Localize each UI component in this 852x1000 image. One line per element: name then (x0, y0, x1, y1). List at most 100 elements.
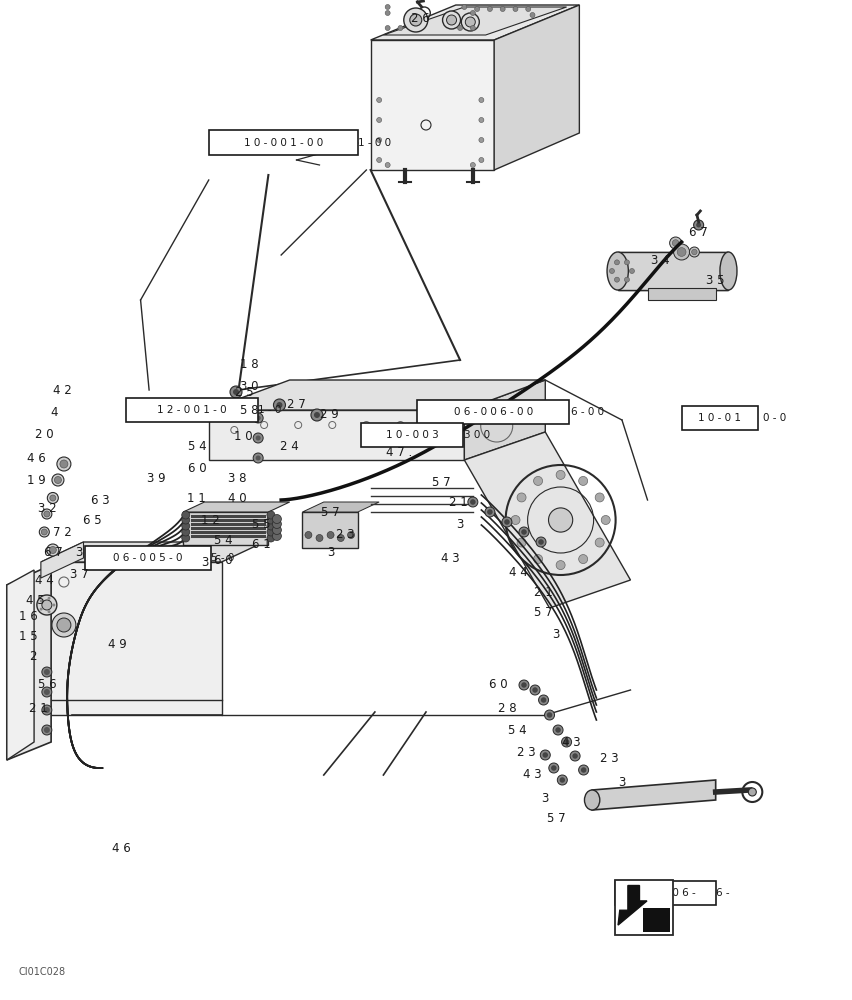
Text: 5 4: 5 4 (188, 440, 207, 454)
Circle shape (470, 10, 475, 15)
Polygon shape (618, 252, 728, 290)
Polygon shape (383, 7, 567, 35)
Circle shape (181, 516, 190, 524)
Circle shape (517, 493, 526, 502)
Text: 1 2 - 0 0 1 - 0: 1 2 - 0 0 1 - 0 (158, 405, 227, 415)
Circle shape (398, 25, 403, 30)
Text: 5 - 0: 5 - 0 (211, 553, 234, 563)
Text: 3 7: 3 7 (70, 568, 89, 582)
Text: 4 9: 4 9 (108, 639, 127, 652)
Circle shape (57, 618, 71, 632)
Circle shape (311, 409, 323, 421)
Bar (615, 881, 716, 905)
Circle shape (549, 508, 573, 532)
Circle shape (465, 17, 475, 27)
Circle shape (670, 237, 682, 249)
Text: 2 3: 2 3 (517, 746, 536, 758)
Circle shape (502, 517, 512, 527)
Circle shape (694, 220, 704, 230)
Text: 2 8: 2 8 (498, 702, 516, 714)
Ellipse shape (584, 790, 600, 810)
Circle shape (500, 6, 505, 11)
Circle shape (556, 470, 565, 479)
Circle shape (181, 522, 190, 530)
Circle shape (596, 493, 604, 502)
Text: 6 7: 6 7 (44, 546, 63, 558)
Text: 4: 4 (50, 406, 57, 418)
Polygon shape (592, 780, 716, 810)
Text: CI01C028: CI01C028 (19, 967, 66, 977)
Text: 3: 3 (457, 518, 463, 532)
Circle shape (479, 98, 484, 103)
Text: 1 0 - 0 1: 1 0 - 0 1 (699, 413, 741, 423)
Text: 1 0: 1 0 (233, 430, 252, 444)
Polygon shape (648, 288, 716, 300)
Text: 4 3: 4 3 (561, 736, 580, 748)
Circle shape (530, 685, 540, 695)
Circle shape (614, 277, 619, 282)
Circle shape (521, 529, 527, 535)
Text: 3: 3 (327, 546, 334, 558)
Text: 7 2: 7 2 (53, 526, 72, 538)
Circle shape (446, 15, 457, 25)
Circle shape (42, 509, 52, 519)
Circle shape (55, 477, 61, 484)
Circle shape (181, 534, 190, 542)
Circle shape (48, 610, 50, 613)
Circle shape (49, 495, 56, 501)
Circle shape (314, 412, 320, 418)
Circle shape (549, 763, 559, 773)
Circle shape (267, 516, 275, 524)
Text: 6 7: 6 7 (689, 226, 708, 238)
Circle shape (43, 727, 50, 733)
Polygon shape (302, 502, 379, 512)
Polygon shape (41, 562, 222, 715)
Circle shape (52, 613, 76, 637)
Circle shape (256, 456, 261, 460)
Text: 3 0: 3 0 (240, 380, 259, 393)
Circle shape (43, 511, 50, 517)
Circle shape (625, 260, 630, 265)
Text: 5 7: 5 7 (534, 605, 553, 618)
Polygon shape (209, 410, 464, 460)
Circle shape (541, 697, 546, 703)
Text: 5 8: 5 8 (240, 403, 259, 416)
Circle shape (273, 514, 281, 524)
Circle shape (42, 600, 52, 610)
Text: 5 4: 5 4 (214, 534, 233, 546)
Polygon shape (7, 565, 51, 760)
Polygon shape (618, 252, 728, 290)
Polygon shape (371, 40, 494, 170)
Text: 2 7: 2 7 (287, 397, 306, 410)
Circle shape (553, 725, 563, 735)
Text: 6 5: 6 5 (83, 514, 101, 526)
Text: 4 6: 4 6 (112, 842, 131, 854)
Circle shape (519, 527, 529, 537)
Text: 3 5: 3 5 (706, 273, 725, 286)
Text: 4 7 .: 4 7 . (386, 446, 412, 458)
Circle shape (40, 608, 43, 611)
Circle shape (551, 765, 556, 771)
Circle shape (461, 13, 480, 31)
Text: 5 5: 5 5 (252, 518, 271, 532)
Circle shape (521, 682, 527, 688)
Text: 3 4: 3 4 (651, 253, 670, 266)
Circle shape (267, 534, 275, 542)
Circle shape (556, 561, 565, 570)
Text: 3 0 0: 3 0 0 (464, 430, 491, 440)
Circle shape (57, 457, 71, 471)
Circle shape (504, 519, 509, 525)
Polygon shape (41, 542, 83, 578)
Circle shape (256, 436, 261, 440)
Bar (361, 423, 463, 447)
Polygon shape (494, 5, 579, 170)
Text: 4 6: 4 6 (27, 452, 46, 466)
Circle shape (442, 11, 461, 29)
Circle shape (533, 555, 543, 564)
Text: 5 7: 5 7 (547, 812, 566, 824)
Circle shape (536, 537, 546, 547)
Polygon shape (464, 380, 545, 460)
Circle shape (479, 117, 484, 122)
Circle shape (672, 240, 679, 246)
Circle shape (230, 386, 242, 398)
